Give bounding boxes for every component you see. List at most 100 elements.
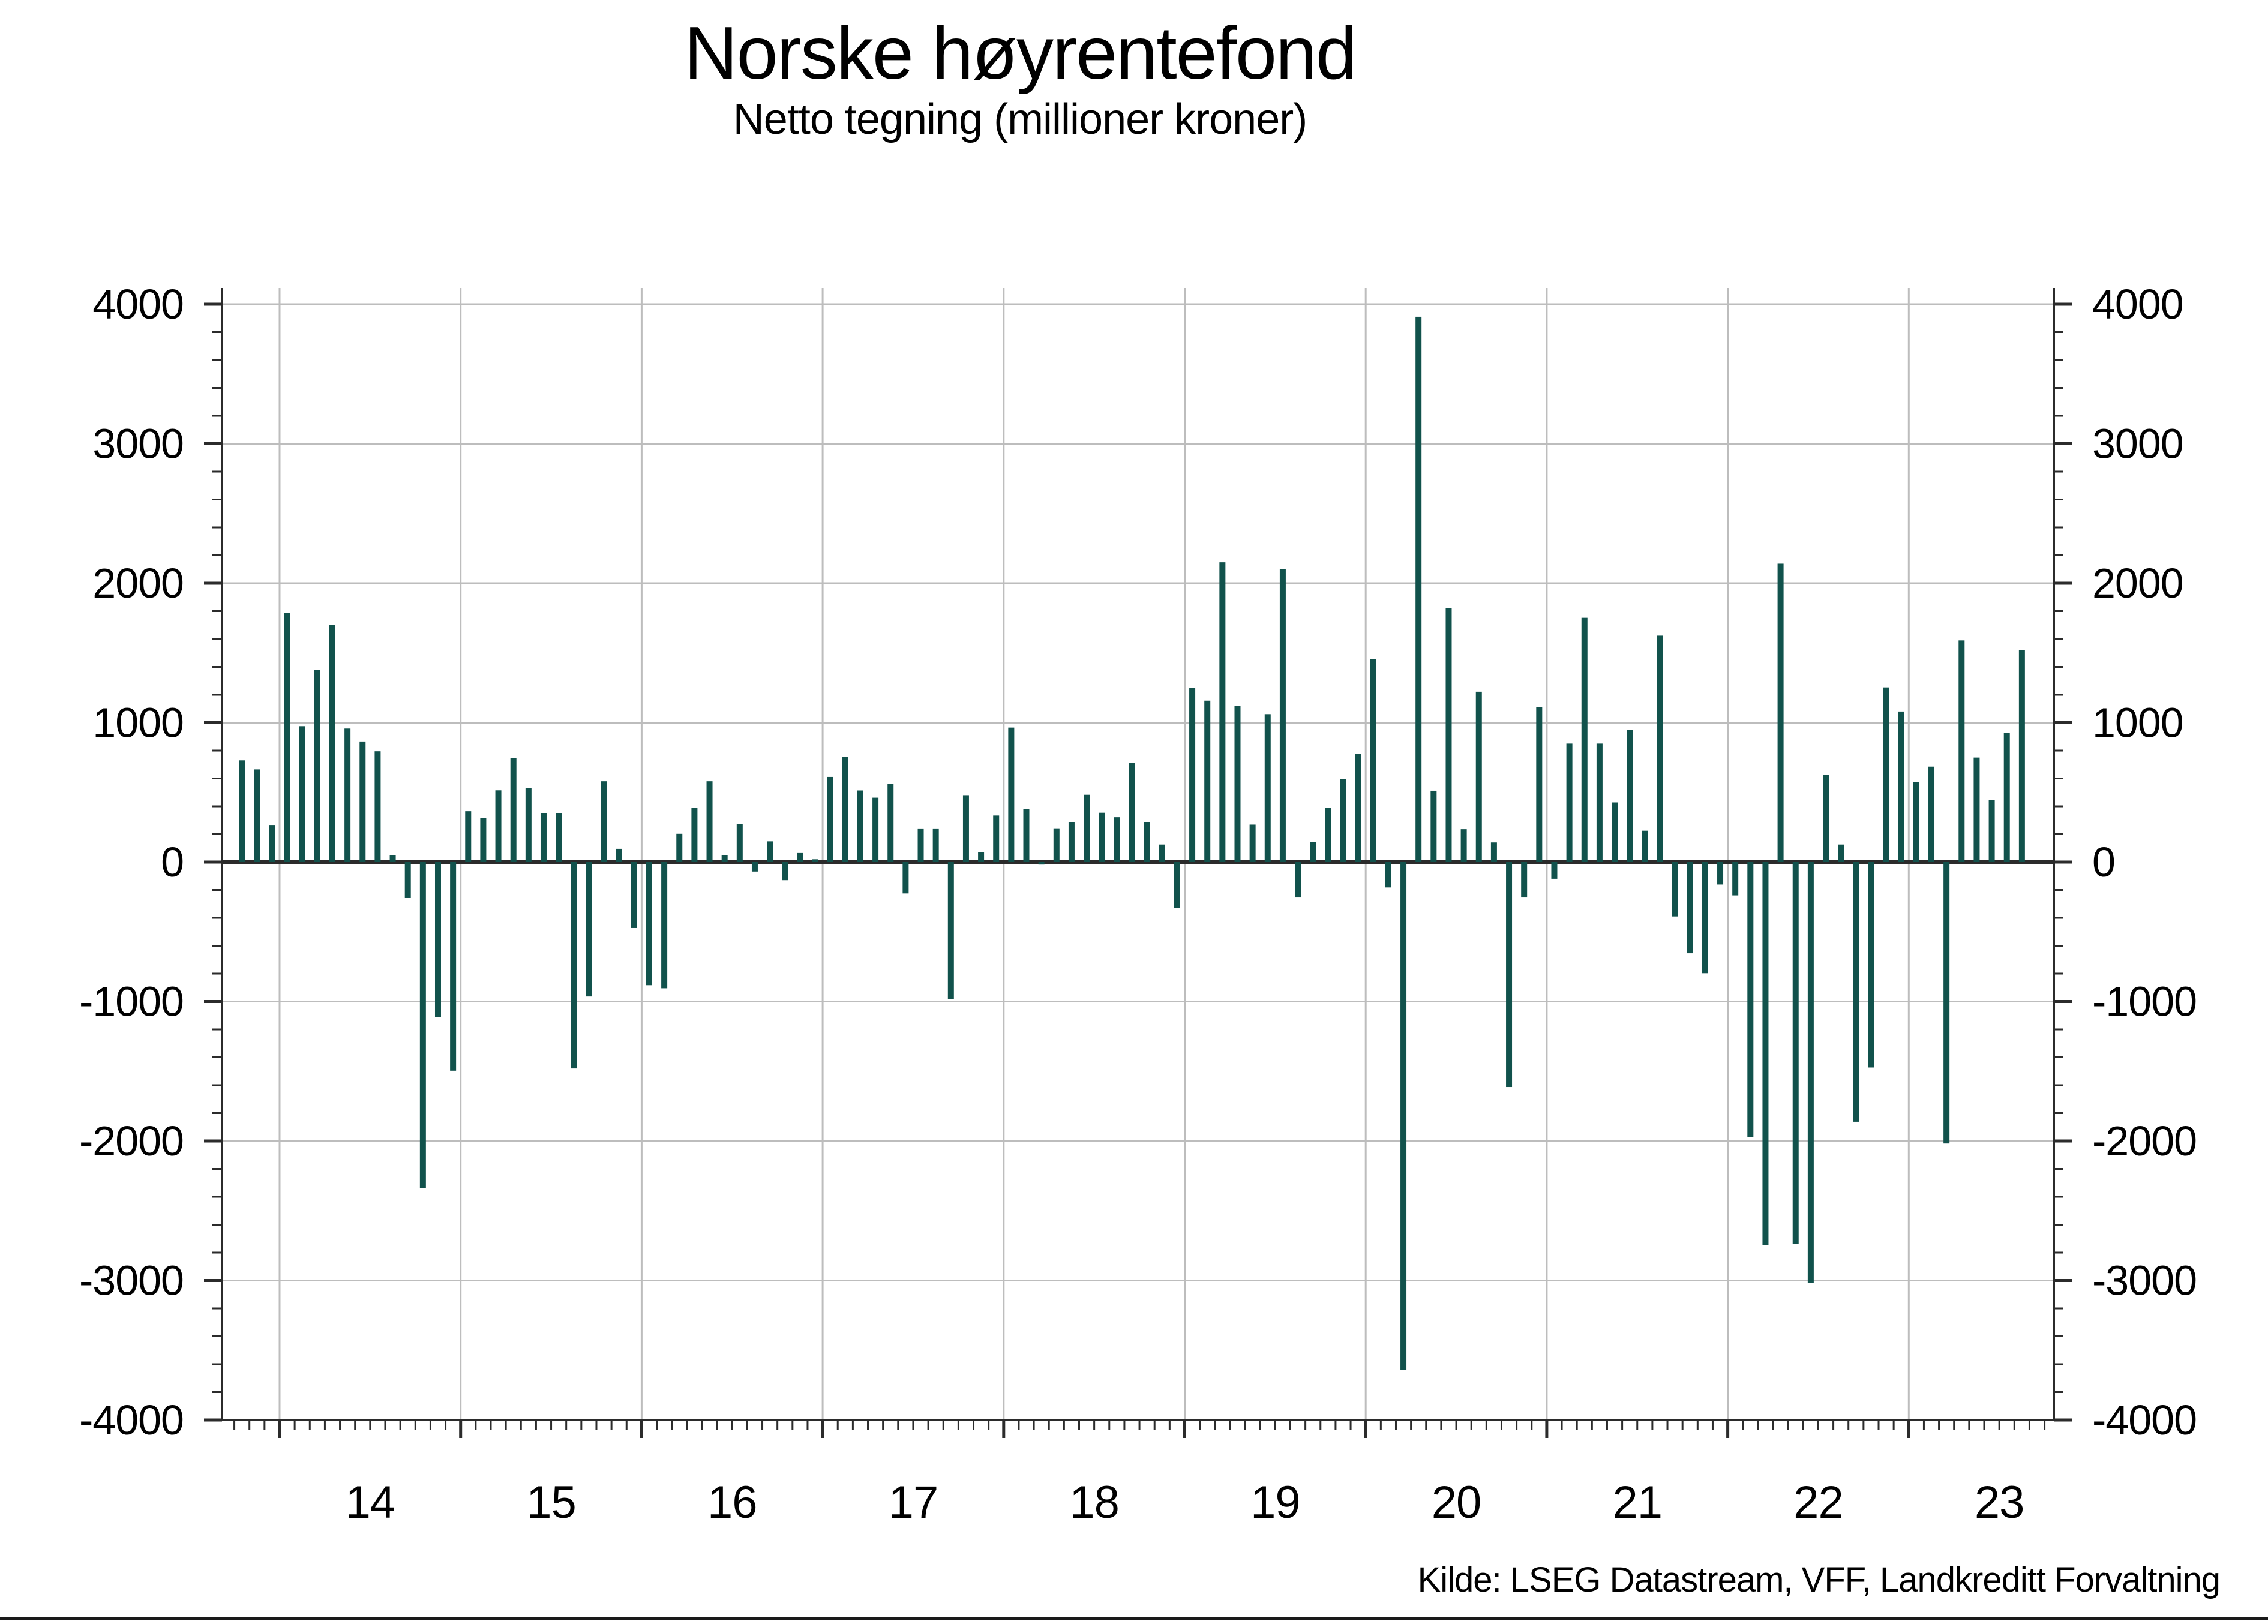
y-tick-label-left: 1000 <box>92 700 184 746</box>
bar-2021-02 <box>1566 743 1573 862</box>
x-tick-label: 16 <box>707 1477 757 1528</box>
bar-2021-07 <box>1642 830 1648 862</box>
bar-2021-11 <box>1702 862 1708 974</box>
bar-2019-06 <box>1264 714 1271 862</box>
bar-2022-08 <box>1838 844 1844 862</box>
bar-2018-02 <box>1023 809 1030 862</box>
bar-2023-02 <box>1928 766 1935 862</box>
x-tick-label: 14 <box>346 1477 395 1528</box>
bar-2019-03 <box>1219 562 1226 862</box>
bar-2017-08 <box>932 828 939 862</box>
bar-2020-12 <box>1536 707 1543 862</box>
y-tick-label-left: 2000 <box>92 560 184 607</box>
bar-2018-11 <box>1159 844 1165 862</box>
bar-2015-11 <box>616 848 622 862</box>
bar-2020-06 <box>1445 608 1452 862</box>
y-tick-label-right: -2000 <box>2092 1118 2197 1164</box>
bar-2017-07 <box>917 828 924 862</box>
bar-2015-06 <box>540 813 547 862</box>
bar-2018-01 <box>1008 727 1015 862</box>
bar-2018-09 <box>1129 763 1135 862</box>
bar-2023-06 <box>1988 800 1995 862</box>
bar-2017-10 <box>962 795 969 862</box>
x-tick-label: 18 <box>1069 1477 1119 1528</box>
y-tick-label-right: -3000 <box>2092 1257 2197 1304</box>
bar-2020-05 <box>1430 790 1437 862</box>
bar-2023-07 <box>2003 733 2010 862</box>
bar-2017-01 <box>827 776 833 862</box>
bar-2014-11 <box>434 862 441 1017</box>
bar-2015-03 <box>495 790 502 862</box>
bar-2022-04 <box>1777 563 1784 862</box>
bar-2017-12 <box>993 815 1000 862</box>
bar-2016-10 <box>782 862 788 881</box>
bar-2017-04 <box>872 797 879 862</box>
bar-2019-12 <box>1355 754 1361 862</box>
bar-2013-10 <box>239 760 245 862</box>
bar-2014-09 <box>404 862 411 898</box>
bar-2015-12 <box>631 862 637 928</box>
bar-2020-08 <box>1475 691 1482 862</box>
bar-2016-07 <box>736 824 743 862</box>
bar-2014-01 <box>284 613 290 862</box>
bar-2015-04 <box>510 758 517 862</box>
bar-2022-09 <box>1853 862 1859 1122</box>
bar-2016-09 <box>767 841 773 862</box>
y-tick-label-right: 0 <box>2092 839 2115 885</box>
bar-2023-04 <box>1958 640 1965 862</box>
bar-2022-07 <box>1823 775 1829 862</box>
x-tick-label: 15 <box>526 1477 576 1528</box>
y-tick-label-left: -4000 <box>79 1397 184 1443</box>
bar-2022-11 <box>1883 687 1889 862</box>
bar-2014-12 <box>450 862 457 1071</box>
y-tick-label-left: -1000 <box>79 978 184 1025</box>
bar-2020-01 <box>1370 659 1376 862</box>
y-tick-label-right: -4000 <box>2092 1397 2197 1443</box>
bottom-border <box>0 1617 2268 1620</box>
bar-2021-04 <box>1596 743 1603 862</box>
bar-2014-04 <box>329 625 335 862</box>
bar-2020-09 <box>1490 842 1497 862</box>
bar-2018-10 <box>1144 822 1150 862</box>
bar-2023-08 <box>2018 650 2025 862</box>
bar-2016-11 <box>797 852 803 862</box>
y-tick-label-right: 3000 <box>2092 421 2183 467</box>
bar-2019-09 <box>1310 842 1316 862</box>
bar-2017-03 <box>857 790 863 862</box>
bar-2015-10 <box>601 781 607 862</box>
y-tick-label-left: 4000 <box>92 281 184 328</box>
y-tick-label-right: 2000 <box>2092 560 2183 607</box>
source-note: Kilde: LSEG Datastream, VFF, Landkreditt… <box>1417 1560 2221 1599</box>
bar-2013-12 <box>269 825 275 862</box>
bar-2019-11 <box>1340 779 1346 862</box>
bar-2021-08 <box>1657 635 1663 862</box>
bar-2019-10 <box>1325 808 1331 862</box>
bar-2022-05 <box>1792 862 1799 1244</box>
bar-2020-07 <box>1460 829 1467 862</box>
bar-2022-02 <box>1747 862 1754 1137</box>
y-tick-label-left: 3000 <box>92 421 184 467</box>
bar-2022-01 <box>1732 862 1739 896</box>
y-tick-label-left: -2000 <box>79 1118 184 1164</box>
bar-2020-03 <box>1400 862 1407 1370</box>
bar-2021-05 <box>1612 802 1618 862</box>
chart-title: Norske høyrentefond <box>684 12 1357 95</box>
bar-2015-08 <box>571 862 577 1069</box>
bar-2014-02 <box>299 726 305 862</box>
bar-2023-03 <box>1943 862 1950 1144</box>
bar-2018-07 <box>1099 812 1105 862</box>
chart-subtitle: Netto tegning (millioner kroner) <box>733 95 1307 143</box>
y-tick-label-left: 0 <box>161 839 184 885</box>
bar-2021-03 <box>1581 617 1588 862</box>
bar-2019-05 <box>1249 824 1256 862</box>
bar-2014-10 <box>419 862 426 1188</box>
bar-2013-11 <box>254 769 260 862</box>
bar-2022-03 <box>1762 862 1769 1245</box>
bar-2023-01 <box>1913 782 1919 862</box>
x-tick-label: 23 <box>1975 1477 2024 1528</box>
bar-2016-05 <box>706 781 713 862</box>
bar-2017-05 <box>887 784 894 862</box>
bar-2018-08 <box>1114 817 1120 862</box>
